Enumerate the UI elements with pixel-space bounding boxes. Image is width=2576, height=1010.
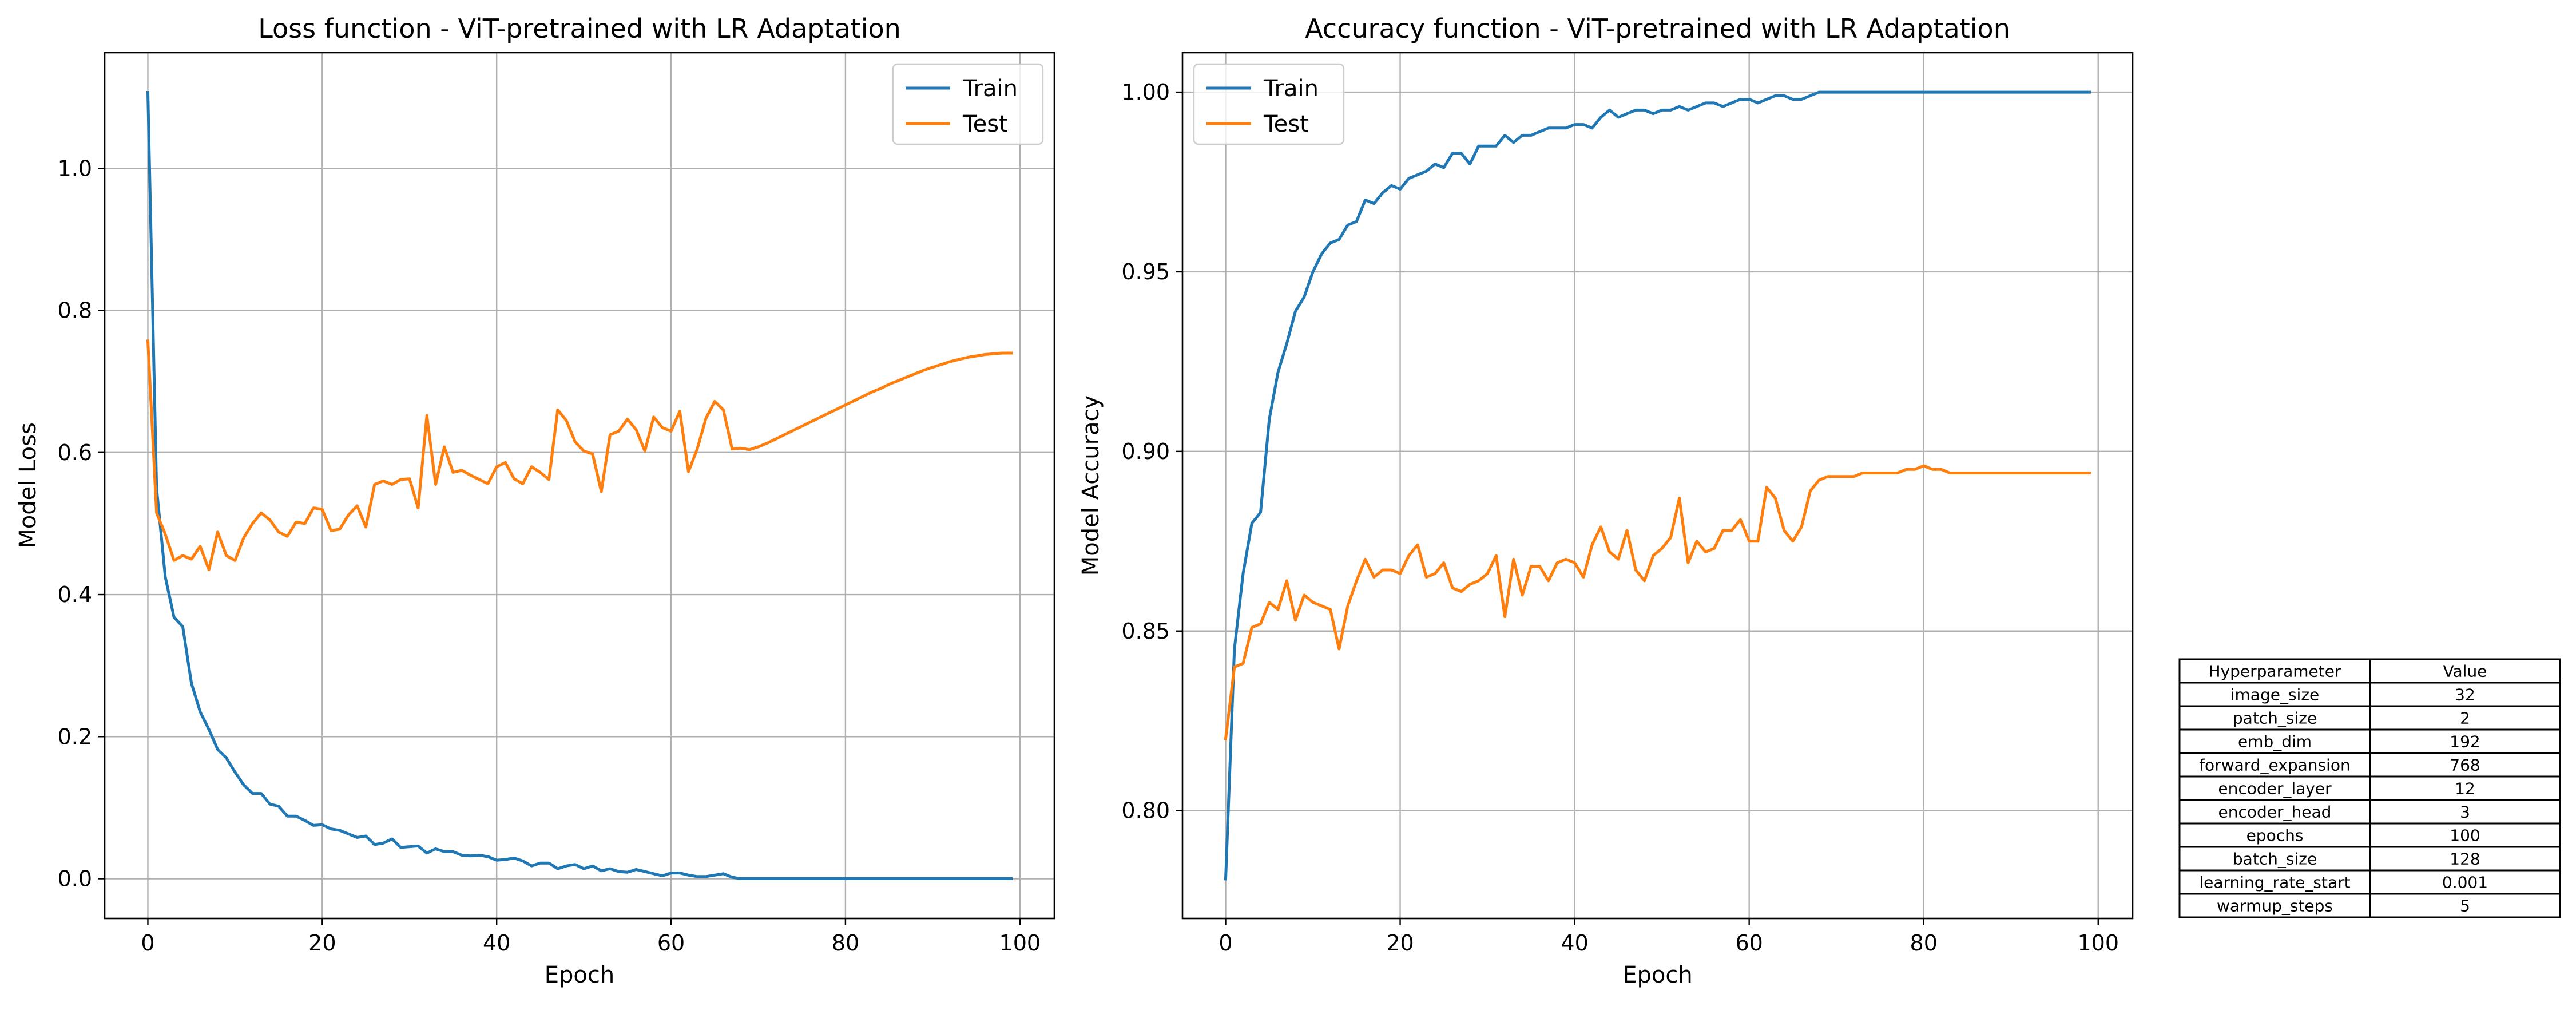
- y-tick-label: 0.2: [58, 724, 92, 749]
- table-param-value: 3: [2460, 803, 2470, 822]
- chart-title: Accuracy function - ViT-pretrained with …: [1305, 13, 2010, 44]
- table-param-name: batch_size: [2233, 850, 2317, 869]
- x-tick-label: 80: [1910, 930, 1938, 956]
- legend-label-test: Test: [962, 111, 1008, 137]
- y-tick-label: 0.4: [58, 582, 92, 607]
- table-cell: [2369, 775, 2561, 801]
- table-param-value: 768: [2450, 756, 2480, 775]
- y-tick-label: 1.00: [1121, 80, 1170, 105]
- table-param-value: 0.001: [2442, 873, 2488, 892]
- series-line-test: [146, 339, 1013, 572]
- table-cell: [2178, 822, 2371, 848]
- table-param-value: 192: [2450, 732, 2480, 751]
- table-cell: [2369, 752, 2561, 778]
- table-param-value: 5: [2460, 897, 2470, 916]
- legend: Train Test: [892, 63, 1044, 145]
- y-tick-label: 0.95: [1121, 259, 1170, 284]
- legend-label-test: Test: [1263, 111, 1309, 137]
- x-axis-label: Epoch: [545, 962, 614, 988]
- x-tick-label: 20: [308, 930, 336, 956]
- table-cell: [2369, 846, 2561, 872]
- table-param-value: 128: [2450, 850, 2480, 869]
- table-cell: [2178, 799, 2371, 825]
- x-tick-label: 20: [1386, 930, 1414, 956]
- x-tick-label: 0: [1218, 930, 1232, 956]
- x-tick-label: 100: [999, 930, 1041, 956]
- y-tick-label: 0.85: [1121, 619, 1170, 644]
- loss-chart: 0 20 40 60 80 100 0.0 0.2 0.4 0.6 0.8 1.0 Loss funct…: [15, 13, 1055, 988]
- y-axis-label: Model Loss: [15, 422, 41, 549]
- table-param-name: warmup_steps: [2217, 897, 2333, 916]
- x-tick-label: 40: [1561, 930, 1588, 956]
- chart-title: Loss function - ViT-pretrained with LR A…: [258, 13, 901, 44]
- y-tick-label: 0.90: [1121, 439, 1170, 464]
- table-param-name: image_size: [2230, 686, 2320, 704]
- x-tick-label: 60: [1735, 930, 1763, 956]
- y-axis-label: Model Accuracy: [1078, 395, 1104, 576]
- table-param-value: 32: [2455, 686, 2475, 704]
- table-param-name: forward_expansion: [2199, 756, 2351, 775]
- x-tick-label: 60: [657, 930, 685, 956]
- table-param-value: 12: [2455, 779, 2475, 798]
- table-param-name: epochs: [2246, 826, 2304, 845]
- y-tick-label: 0.6: [58, 440, 92, 465]
- legend: Train Test: [1193, 63, 1345, 145]
- y-tick-label: 0.0: [58, 866, 92, 891]
- y-tick-label: 0.8: [58, 298, 92, 323]
- table-param-value: 2: [2460, 709, 2470, 728]
- table-cell: [2369, 893, 2561, 918]
- x-tick-label: 100: [2077, 930, 2119, 956]
- table-param-name: encoder_head: [2218, 803, 2332, 822]
- plot-frame: [104, 52, 1055, 920]
- table-cell: [2369, 728, 2561, 754]
- series-line-train: [1224, 90, 2091, 881]
- table-param-name: learning_rate_start: [2199, 873, 2350, 892]
- y-tick-label: 0.80: [1121, 798, 1170, 823]
- table-param-name: encoder_layer: [2218, 779, 2332, 798]
- series-line-train: [146, 90, 1013, 880]
- x-tick-label: 40: [483, 930, 510, 956]
- x-tick-label: 80: [832, 930, 859, 956]
- legend-label-train: Train: [1263, 76, 1319, 102]
- table-cell: [2178, 728, 2371, 754]
- table-param-name: patch_size: [2233, 709, 2317, 728]
- table-param-name: emb_dim: [2238, 732, 2312, 751]
- table-cell: [2369, 822, 2561, 848]
- table-param-value: 100: [2450, 826, 2480, 845]
- series-line-test: [1224, 464, 2091, 740]
- table-cell: [2178, 846, 2371, 872]
- table-header-label: Value: [2443, 662, 2487, 681]
- x-axis-label: Epoch: [1622, 962, 1692, 988]
- y-tick-label: 1.0: [58, 156, 92, 181]
- x-tick-label: 0: [141, 930, 154, 956]
- table-header-label: Hyperparameter: [2209, 662, 2341, 681]
- accuracy-chart: 0 20 40 60 80 100 0.80 0.85 0.90 0.95 1.00 Accuracy…: [1078, 13, 2134, 988]
- plot-frame: [1181, 52, 2134, 920]
- table-cell: [2178, 893, 2371, 918]
- legend-label-train: Train: [962, 76, 1018, 102]
